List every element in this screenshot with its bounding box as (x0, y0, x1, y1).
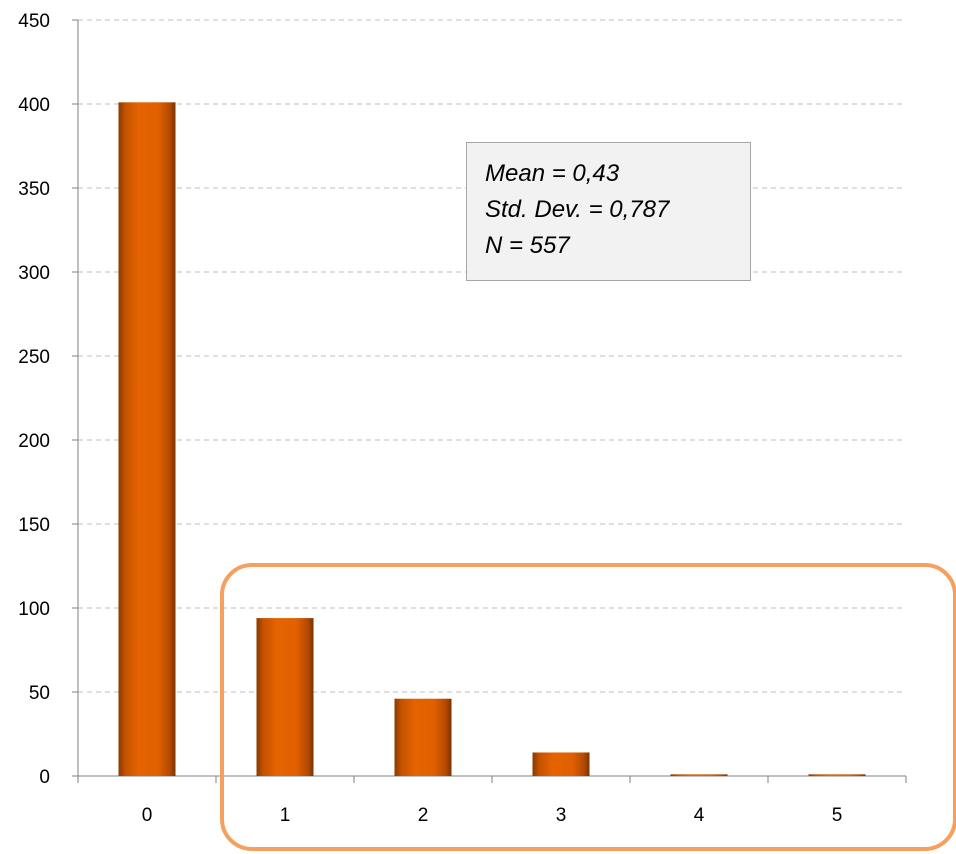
stats-n: N = 557 (485, 232, 570, 259)
y-tick-label: 300 (18, 263, 50, 284)
stats-mean: Mean = 0,43 (485, 160, 620, 187)
bar-3 (532, 752, 590, 776)
y-tick-labels: 0 50 100 150 200 250 300 350 400 450 (18, 11, 50, 788)
y-tick-label: 50 (29, 683, 50, 704)
x-tick-label: 5 (832, 805, 843, 826)
bar-5 (808, 774, 866, 776)
y-tick-label: 350 (18, 179, 50, 200)
statistics-box: Mean = 0,43 Std. Dev. = 0,787 N = 557 (466, 142, 751, 281)
y-tick-label: 150 (18, 515, 50, 536)
bar-2 (394, 698, 452, 776)
x-tick-label: 1 (280, 805, 291, 826)
bar-4 (670, 774, 728, 776)
x-tick-label: 0 (142, 805, 153, 826)
x-tick-label: 4 (694, 805, 705, 826)
y-tick-label: 400 (18, 95, 50, 116)
x-tick-label: 2 (418, 805, 429, 826)
y-tick-label: 0 (39, 767, 50, 788)
highlight-rounded-box (220, 563, 956, 851)
bar-0 (118, 102, 176, 776)
y-tick-label: 200 (18, 431, 50, 452)
x-tick-label: 3 (556, 805, 567, 826)
stats-std-dev: Std. Dev. = 0,787 (485, 196, 670, 223)
bars (118, 102, 866, 776)
axes (72, 19, 907, 783)
y-tick-label: 450 (18, 11, 50, 32)
y-tick-label: 100 (18, 599, 50, 620)
y-tick-label: 250 (18, 347, 50, 368)
bar-1 (256, 618, 314, 776)
x-tick-labels: 0 1 2 3 4 5 (142, 805, 843, 826)
